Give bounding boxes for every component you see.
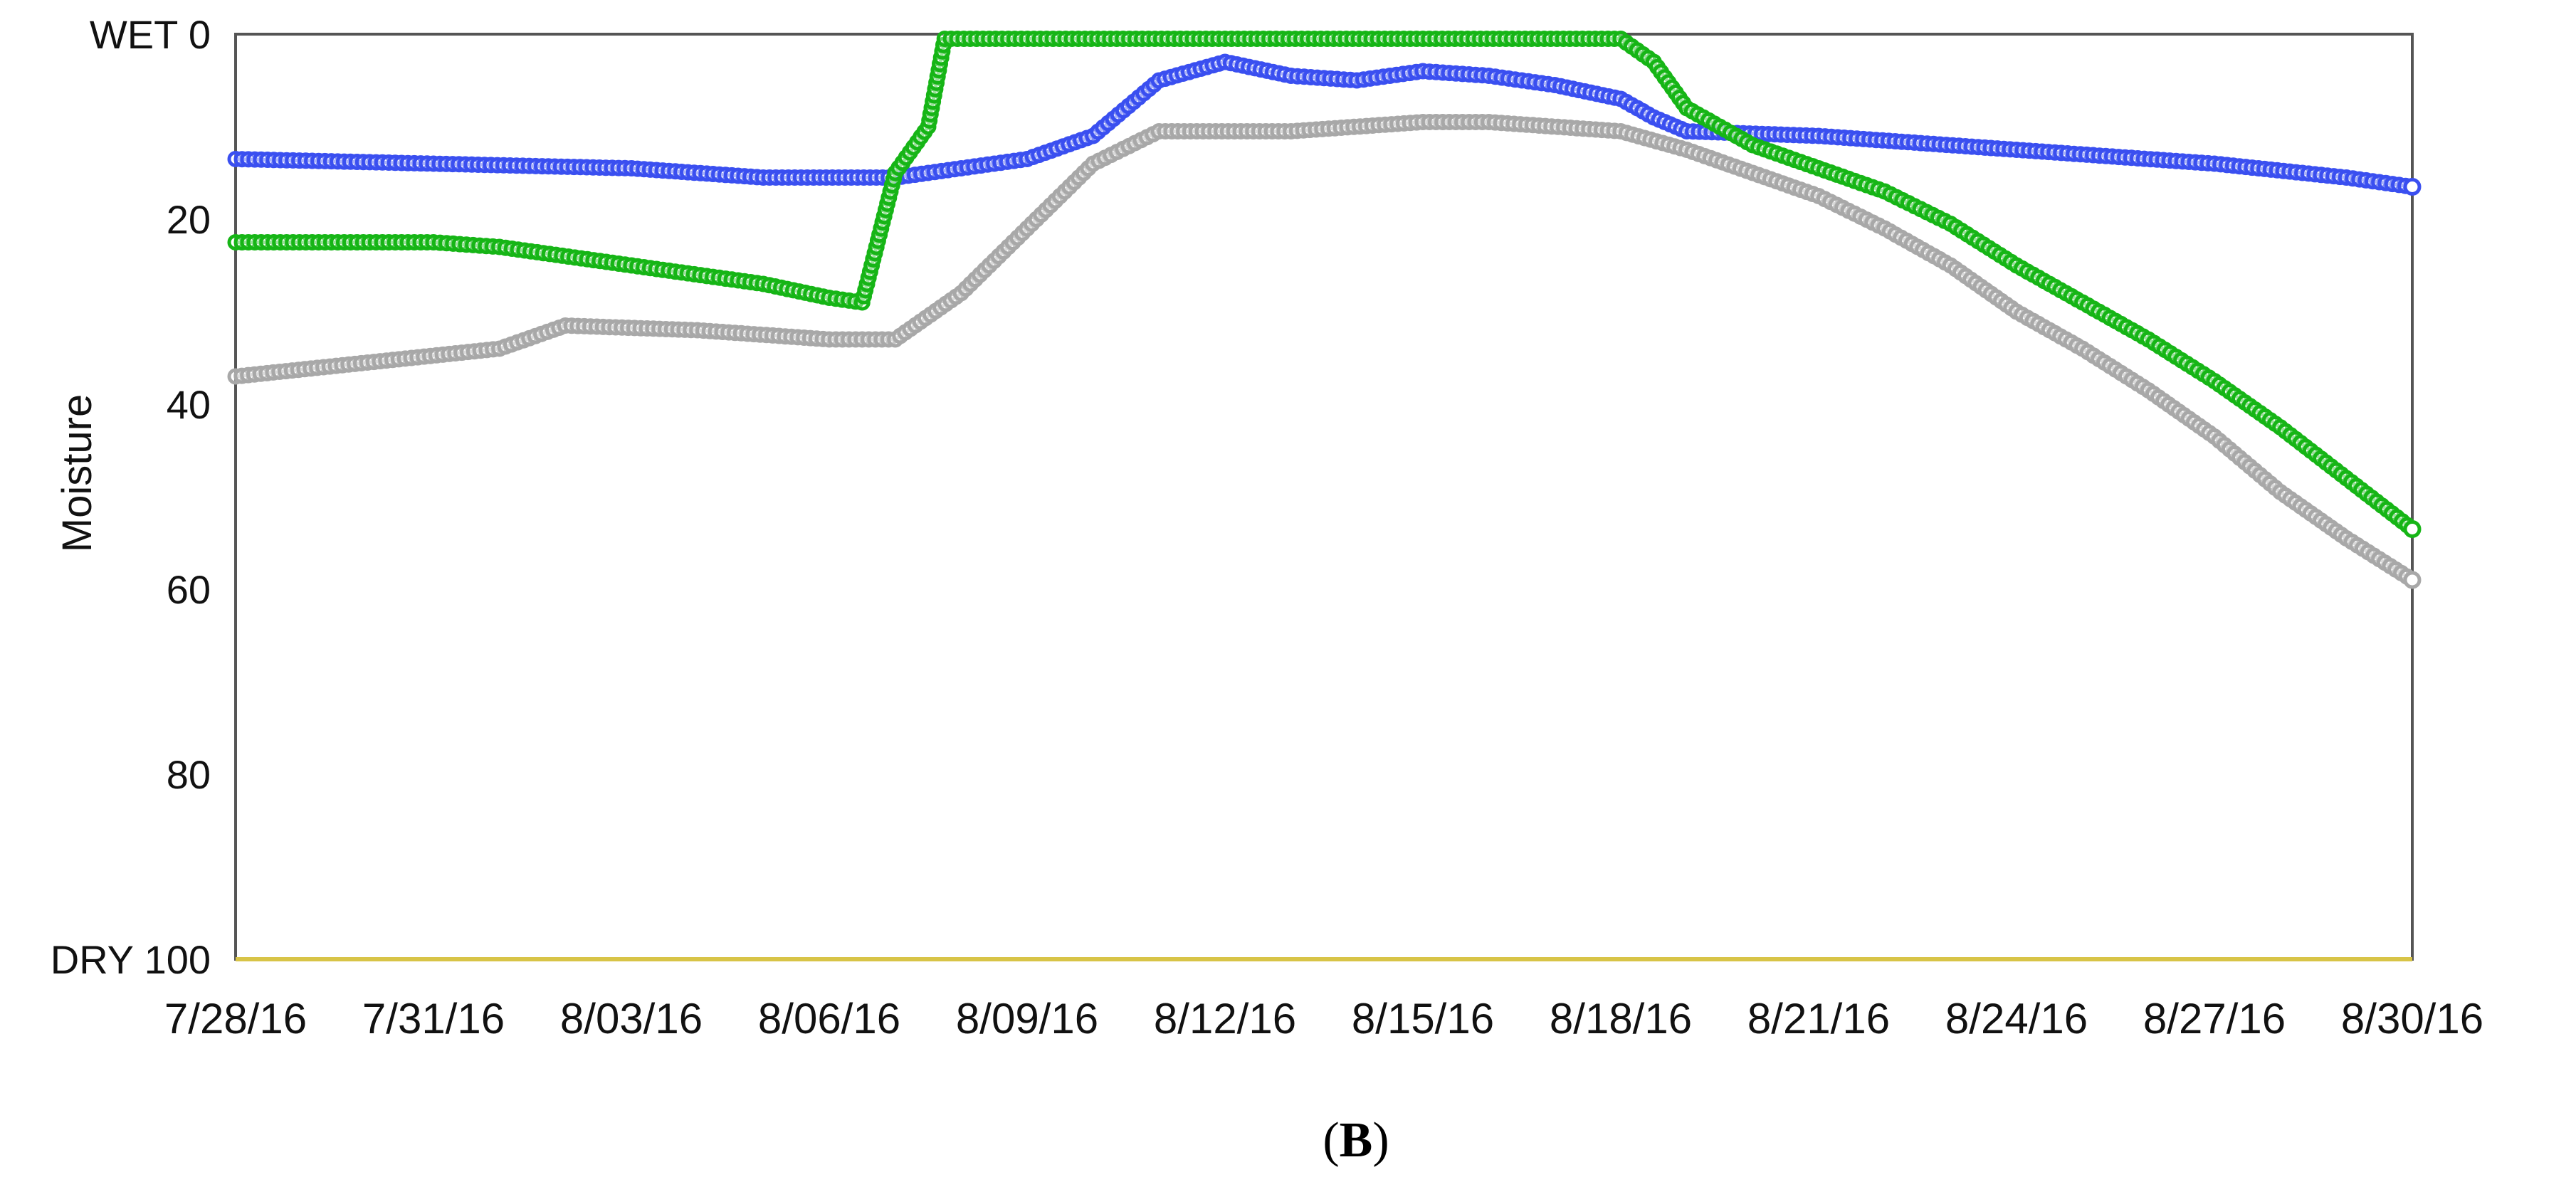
- series-layer: [227, 31, 2422, 589]
- y-tick-label: 40: [167, 382, 211, 427]
- y-tick-label: DRY 100: [51, 937, 211, 982]
- x-tick-label: 8/06/16: [758, 995, 900, 1043]
- x-tick-label: 8/03/16: [560, 995, 703, 1043]
- data-point: [2403, 178, 2422, 196]
- x-tick-label: 8/24/16: [1945, 995, 2088, 1043]
- y-tick-label: 80: [167, 752, 211, 797]
- y-tick-label: WET 0: [90, 12, 211, 57]
- panel-label: (B): [1323, 1113, 1389, 1168]
- x-tick-label: 7/28/16: [164, 995, 307, 1043]
- series-2: [227, 31, 2422, 538]
- x-tick-label: 8/30/16: [2341, 995, 2483, 1043]
- data-point: [2403, 520, 2422, 538]
- x-tick-labels: 7/28/16 7/31/16 8/03/16 8/06/16 8/09/16 8/12/…: [164, 995, 2483, 1043]
- y-tick-label: 60: [167, 567, 211, 612]
- x-tick-label: 8/21/16: [1747, 995, 1890, 1043]
- y-tick-labels: WET 0 20 40 60 80 DRY 100: [51, 12, 211, 982]
- x-tick-label: 8/27/16: [2143, 995, 2286, 1043]
- plot-frame: [234, 33, 2414, 961]
- x-tick-label: 8/09/16: [956, 995, 1098, 1043]
- x-tick-label: 7/31/16: [362, 995, 505, 1043]
- x-tick-label: 8/12/16: [1154, 995, 1296, 1043]
- y-axis-label: Moisture: [54, 394, 100, 552]
- series-3: [227, 114, 2422, 589]
- y-tick-label: 20: [167, 197, 211, 242]
- data-point: [2403, 571, 2422, 589]
- series-1: [227, 53, 2422, 196]
- x-tick-label: 8/15/16: [1352, 995, 1494, 1043]
- x-tick-label: 8/18/16: [1550, 995, 1692, 1043]
